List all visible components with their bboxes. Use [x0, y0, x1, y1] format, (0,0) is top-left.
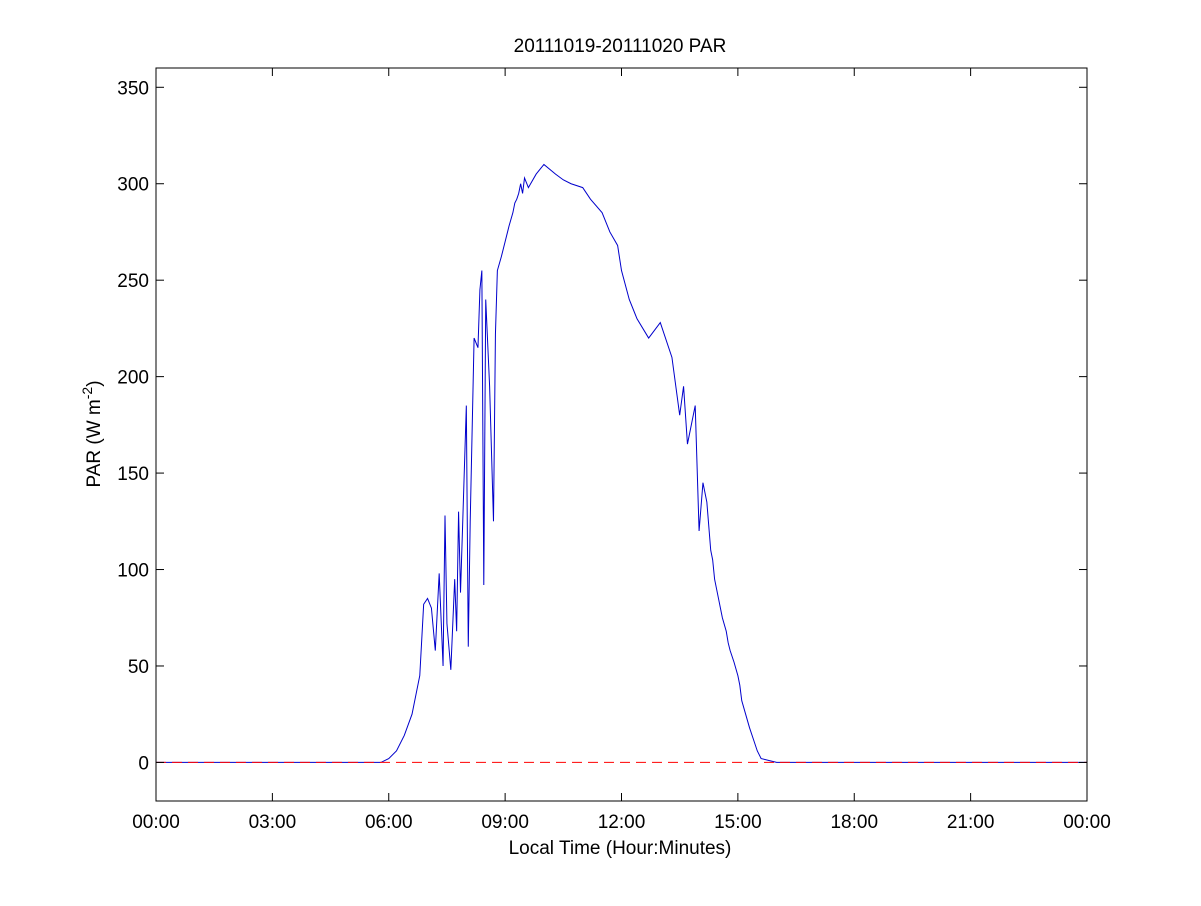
plot-area [155, 67, 1088, 802]
y-axis-label-main: PAR (W m [84, 399, 105, 487]
x-tick-label: 03:00 [249, 812, 297, 833]
x-tick-label: 12:00 [598, 812, 646, 833]
y-tick-label: 0 [138, 753, 149, 774]
y-tick-label: 200 [117, 368, 149, 389]
x-axis-label: Local Time (Hour:Minutes) [509, 838, 732, 859]
x-tick-label: 09:00 [481, 812, 529, 833]
y-axis-label-close: ) [84, 380, 105, 386]
x-tick-label: 00:00 [1063, 812, 1111, 833]
chart-title: 20111019-20111020 PAR [514, 36, 727, 57]
x-tick-label: 06:00 [365, 812, 413, 833]
y-axis-label-superscript: -2 [79, 387, 95, 400]
x-axis: 00:00 03:00 06:00 09:00 12:00 15:00 18:00 21:00… [132, 68, 1111, 833]
x-tick-label: 18:00 [830, 812, 878, 833]
y-axis-label: PAR (W m-2) [79, 380, 105, 487]
series-layer [156, 163, 1087, 763]
series-line-1 [156, 163, 1087, 763]
y-tick-label: 50 [128, 657, 149, 678]
y-tick-label: 350 [117, 78, 149, 99]
y-axis: 0 50 100 150 200 250 300 350 [117, 78, 1087, 774]
x-tick-label: 00:00 [132, 812, 180, 833]
y-tick-label: 150 [117, 464, 149, 485]
x-tick-label: 21:00 [947, 812, 995, 833]
y-tick-label: 100 [117, 561, 149, 582]
y-tick-label: 300 [117, 175, 149, 196]
x-tick-label: 15:00 [714, 812, 762, 833]
y-tick-label: 250 [117, 271, 149, 292]
